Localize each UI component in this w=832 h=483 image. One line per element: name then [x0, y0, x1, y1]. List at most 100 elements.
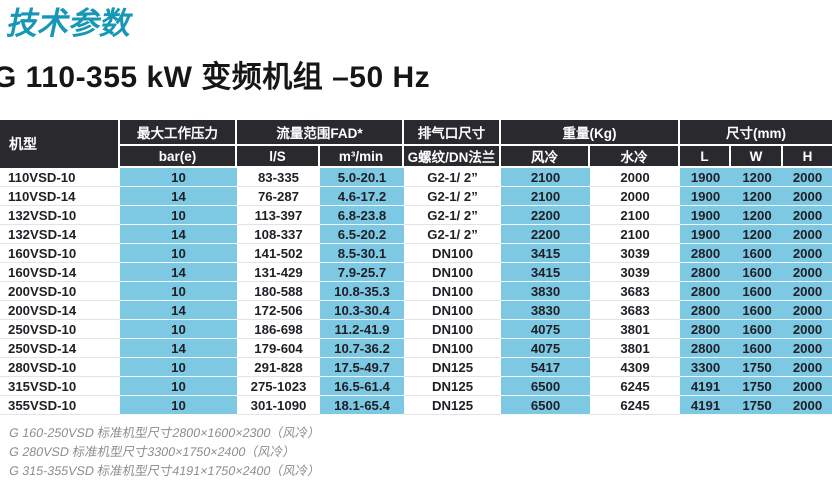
spec-cell: G2-1/ 2”	[404, 187, 502, 206]
spec-cell: 2000	[783, 396, 832, 415]
column-group-outlet-size: 排气口尺寸	[404, 120, 502, 146]
header-sub-row: bar(e) l/S m³/min G螺纹/DN法兰 风冷 水冷 L W H	[0, 146, 832, 168]
spec-cell: 4075	[501, 320, 591, 339]
column-group-dimensions: 尺寸(mm)	[680, 120, 832, 146]
spec-cell: 180-588	[237, 282, 320, 301]
spec-cell: 2200	[501, 206, 591, 225]
spec-cell: 10.3-30.4	[320, 301, 405, 320]
spec-cell: 4191	[680, 377, 732, 396]
spec-cell: 2800	[680, 282, 732, 301]
spec-cell: DN100	[404, 320, 502, 339]
spec-cell: 5417	[501, 358, 591, 377]
spec-cell: 6500	[501, 377, 591, 396]
spec-cell: 2000	[783, 339, 832, 358]
spec-cell: DN125	[404, 396, 502, 415]
model-cell: 160VSD-10	[0, 244, 120, 263]
table-row: 110VSD-14 14 76-287 4.6-17.2 G2-1/ 2” 2100 200…	[0, 187, 832, 206]
spec-cell: 1900	[680, 168, 732, 187]
model-cell: 200VSD-10	[0, 282, 120, 301]
spec-cell: 3415	[501, 263, 591, 282]
column-header-length: L	[680, 146, 732, 168]
spec-cell: DN125	[404, 358, 502, 377]
spec-cell: 2000	[783, 206, 832, 225]
spec-cell: 18.1-65.4	[320, 396, 405, 415]
model-cell: 110VSD-10	[0, 168, 120, 187]
spec-cell: 4309	[590, 358, 681, 377]
spec-cell: 2000	[783, 168, 832, 187]
spec-cell: 275-1023	[237, 377, 320, 396]
column-header-height: H	[783, 146, 832, 168]
spec-cell: 11.2-41.9	[320, 320, 405, 339]
spec-cell: 7.9-25.7	[320, 263, 405, 282]
spec-cell: 83-335	[237, 168, 320, 187]
spec-cell: 1600	[731, 282, 784, 301]
spec-cell: G2-1/ 2”	[404, 225, 502, 244]
spec-cell: 2100	[501, 187, 591, 206]
spec-cell: 2000	[783, 320, 832, 339]
spec-table-body: 110VSD-10 10 83-335 5.0-20.1 G2-1/ 2” 2100 200…	[0, 168, 832, 415]
footnote-line: G 280VSD 标准机型尺寸3300×1750×2400（风冷）	[8, 445, 297, 459]
spec-cell: 2800	[680, 301, 732, 320]
footnotes: G 160-250VSD 标准机型尺寸2800×1600×2300（风冷） G …	[8, 426, 832, 478]
spec-cell: 10	[120, 244, 237, 263]
spec-cell: 3830	[501, 282, 591, 301]
model-cell: 315VSD-10	[0, 377, 120, 396]
spec-cell: 2000	[783, 187, 832, 206]
page-title: 技术参数	[4, 5, 832, 42]
spec-cell: 179-604	[237, 339, 320, 358]
spec-cell: 1200	[731, 206, 784, 225]
spec-cell: 6245	[590, 396, 681, 415]
spec-table: 机型 最大工作压力 流量范围FAD* 排气口尺寸 重量(Kg) 尺寸(mm) b…	[0, 120, 832, 415]
spec-cell: 2100	[590, 225, 681, 244]
spec-cell: DN100	[404, 339, 502, 358]
spec-cell: 1750	[731, 396, 784, 415]
spec-cell: 10	[120, 358, 237, 377]
footnote-line: G 315-355VSD 标准机型尺寸4191×1750×2400（风冷）	[8, 464, 322, 478]
table-row: 110VSD-10 10 83-335 5.0-20.1 G2-1/ 2” 2100 200…	[0, 168, 832, 187]
spec-cell: 10.8-35.3	[320, 282, 405, 301]
table-title: G 110-355 kW 变频机组 –50 Hz	[0, 61, 431, 94]
spec-cell: 108-337	[237, 225, 320, 244]
spec-cell: 3039	[590, 263, 681, 282]
spec-cell: 3801	[590, 320, 681, 339]
table-row: 160VSD-14 14 131-429 7.9-25.7 DN100 3415 3039 2…	[0, 263, 832, 282]
table-row: 160VSD-10 10 141-502 8.5-30.1 DN100 3415 3039 2…	[0, 244, 832, 263]
spec-cell: 2000	[783, 282, 832, 301]
spec-cell: 6245	[590, 377, 681, 396]
spec-cell: 1900	[680, 225, 732, 244]
spec-cell: 1600	[731, 339, 784, 358]
spec-cell: 4075	[501, 339, 591, 358]
column-header-width: W	[731, 146, 784, 168]
spec-cell: 1200	[731, 168, 784, 187]
spec-cell: 6.5-20.2	[320, 225, 405, 244]
spec-cell: 301-1090	[237, 396, 320, 415]
spec-cell: 8.5-30.1	[320, 244, 405, 263]
spec-cell: 2000	[590, 168, 681, 187]
spec-cell: 2800	[680, 339, 732, 358]
spec-cell: 4191	[680, 396, 732, 415]
table-row: 200VSD-10 10 180-588 10.8-35.3 DN100 3830 3683…	[0, 282, 832, 301]
spec-cell: 2000	[783, 263, 832, 282]
spec-cell: 10.7-36.2	[320, 339, 405, 358]
model-cell: 110VSD-14	[0, 187, 120, 206]
table-row: 280VSD-10 10 291-828 17.5-49.7 DN125 5417 4309…	[0, 358, 832, 377]
column-header-bar: bar(e)	[120, 146, 237, 168]
spec-cell: 2100	[501, 168, 591, 187]
spec-cell: 2100	[590, 206, 681, 225]
column-group-flow-range: 流量范围FAD*	[237, 120, 405, 146]
spec-cell: 14	[120, 187, 237, 206]
table-row: 315VSD-10 10 275-1023 16.5-61.4 DN125 6500 624…	[0, 377, 832, 396]
spec-cell: 2000	[783, 244, 832, 263]
spec-cell: 6500	[501, 396, 591, 415]
spec-cell: 2200	[501, 225, 591, 244]
table-row: 250VSD-10 10 186-698 11.2-41.9 DN100 4075 3801…	[0, 320, 832, 339]
spec-cell: 3415	[501, 244, 591, 263]
column-group-max-pressure: 最大工作压力	[120, 120, 237, 146]
spec-cell: 3683	[590, 301, 681, 320]
spec-cell: 2000	[590, 187, 681, 206]
spec-cell: DN100	[404, 282, 502, 301]
spec-cell: 2000	[783, 301, 832, 320]
spec-cell: 10	[120, 168, 237, 187]
spec-cell: 6.8-23.8	[320, 206, 405, 225]
page-title-text: 技术参数	[4, 6, 136, 41]
